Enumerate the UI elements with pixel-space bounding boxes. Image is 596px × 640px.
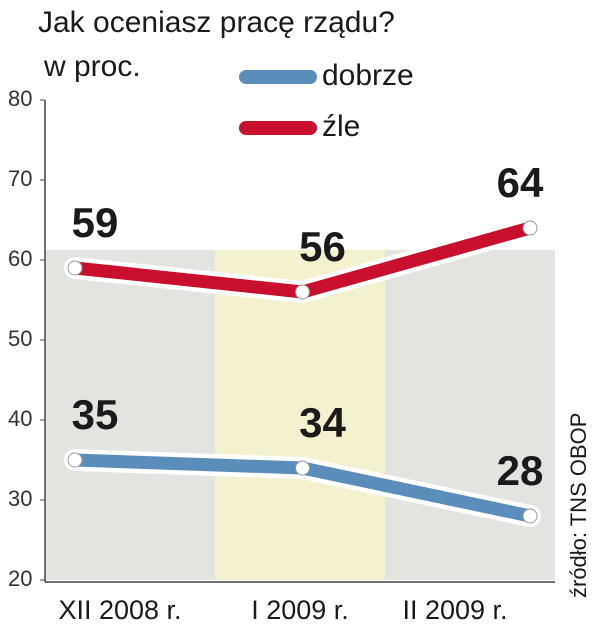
data-label: 59 [72,199,119,246]
column-band [385,250,555,580]
background [45,250,555,580]
source: źródło: TNS OBOP [566,413,591,598]
data-label: 64 [497,159,544,206]
data-label: 28 [497,447,544,494]
data-label: 56 [299,223,346,270]
point [295,284,310,300]
y-tick-label: 40 [8,406,32,431]
chart-subtitle: w proc. [43,50,141,83]
y-tick-label: 20 [8,566,32,591]
legend-label: dobrze [322,59,414,92]
y-tick-label: 50 [8,326,32,351]
x-tick-label: I 2009 r. [251,595,349,625]
point [522,508,538,524]
column-band [45,250,215,580]
legend-label: źle [322,110,360,143]
x-tick-label: II 2009 r. [402,595,507,625]
data-label: 34 [299,399,346,446]
point [67,260,83,276]
y-tick-label: 30 [8,486,32,511]
point [67,452,83,468]
column-band [215,250,385,580]
chart-title: Jak oceniasz pracę rządu? [38,6,395,39]
y-tick-label: 60 [8,246,32,271]
point [295,460,310,476]
x-tick-label: XII 2008 r. [58,595,181,625]
data-label: 35 [72,391,119,438]
point [522,220,538,236]
y-tick-label: 80 [8,86,32,111]
y-tick-label: 70 [8,166,32,191]
